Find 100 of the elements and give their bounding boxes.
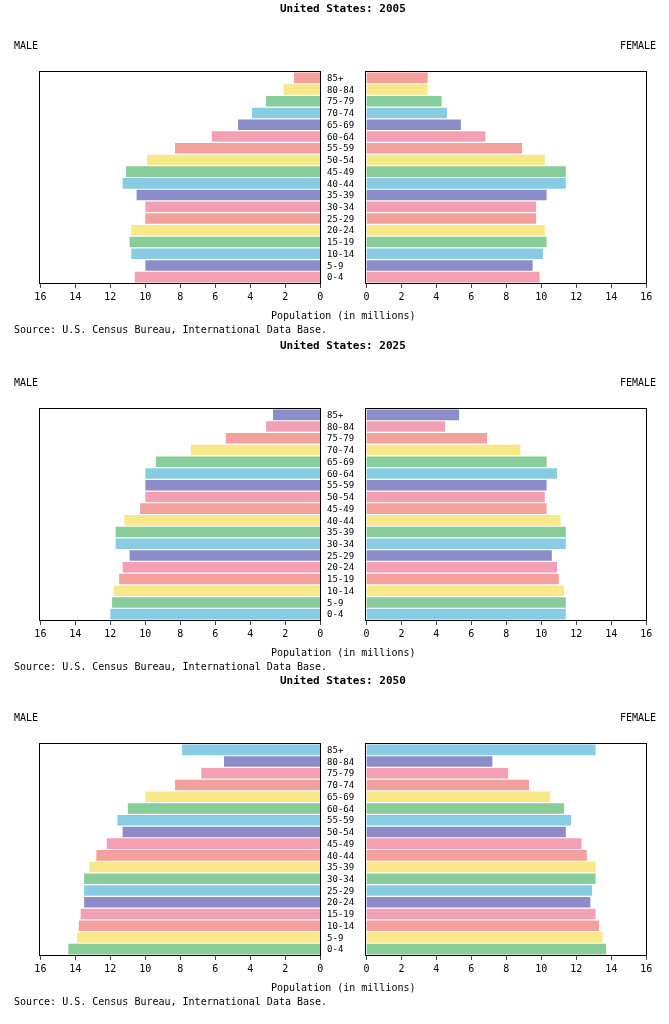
- bar: [252, 107, 321, 119]
- bar: [84, 885, 321, 896]
- bar: [175, 142, 321, 154]
- bar: [366, 84, 428, 95]
- bar: [366, 873, 596, 885]
- bar: [145, 479, 321, 491]
- x-tick-label: 4: [247, 291, 254, 302]
- x-tick-label: 12: [104, 963, 117, 974]
- y-tick-label: 60-64: [327, 468, 355, 479]
- y-tick-label: 80-84: [327, 84, 355, 95]
- bar: [366, 885, 593, 896]
- bar: [366, 433, 488, 444]
- x-tick-label: 6: [468, 291, 475, 302]
- y-tick-label: 35-39: [327, 190, 355, 201]
- bar: [283, 84, 321, 95]
- text: United States: 2025: [280, 339, 406, 352]
- bar: [366, 861, 596, 873]
- bar: [366, 271, 540, 283]
- y-tick-label: 55-59: [327, 480, 355, 491]
- y-tick-label: 70-74: [327, 780, 355, 791]
- bar: [366, 744, 596, 756]
- source-note: Source: U.S. Census Bureau, International Data Base.: [14, 996, 328, 1007]
- bar: [122, 826, 321, 838]
- bar: [129, 550, 321, 561]
- y-tick-label: 50-54: [327, 827, 355, 838]
- x-tick-label: 2: [282, 291, 289, 302]
- y-tick-label: 85+: [327, 410, 344, 421]
- bar: [115, 526, 321, 538]
- x-tick-label: 8: [503, 291, 510, 302]
- bar: [366, 213, 537, 224]
- y-tick-label: 45-49: [327, 166, 355, 177]
- bar: [294, 72, 321, 84]
- source-note: Source: U.S. Census Bureau, International Data Base.: [14, 661, 328, 672]
- bar: [131, 224, 321, 236]
- bar: [113, 585, 321, 596]
- y-tick-label: 15-19: [327, 574, 355, 585]
- bar: [145, 213, 321, 224]
- x-tick-label: 6: [212, 628, 219, 639]
- bar: [366, 142, 523, 154]
- x-tick-label: 2: [398, 628, 405, 639]
- x-tick-label: 12: [570, 628, 583, 639]
- x-tick-label: 14: [69, 291, 82, 302]
- x-tick-label: 16: [34, 628, 47, 639]
- bar: [366, 119, 461, 131]
- bar: [366, 814, 572, 826]
- bar: [145, 260, 321, 271]
- chart-subtitle: MALE: [14, 377, 39, 388]
- bar: [78, 920, 321, 931]
- bar: [126, 166, 321, 177]
- bar: [366, 943, 607, 955]
- x-tick-label: 12: [570, 291, 583, 302]
- y-tick-label: 65-69: [327, 791, 355, 802]
- y-tick-label: 30-34: [327, 873, 355, 884]
- x-tick-label: 4: [247, 963, 254, 974]
- bar: [80, 908, 321, 920]
- bar: [129, 236, 321, 248]
- y-tick-label: 15-19: [327, 909, 355, 920]
- bar: [124, 515, 321, 526]
- y-tick-label: 55-59: [327, 143, 355, 154]
- x-tick-label: 4: [247, 628, 254, 639]
- bar: [211, 131, 321, 142]
- x-tick-label: 12: [104, 291, 117, 302]
- bar: [366, 791, 551, 803]
- bar: [366, 826, 566, 838]
- bar: [366, 456, 547, 468]
- bar: [68, 943, 321, 955]
- x-tick-label: 2: [398, 291, 405, 302]
- x-tick-label: 0: [317, 628, 324, 639]
- x-tick-label: 14: [605, 628, 618, 639]
- bar: [122, 178, 321, 189]
- y-tick-label: 30-34: [327, 201, 355, 212]
- bar: [147, 154, 321, 166]
- y-tick-label: 80-84: [327, 756, 355, 767]
- bar: [117, 814, 321, 826]
- y-tick-label: 0-4: [327, 272, 344, 283]
- bar: [366, 201, 537, 213]
- x-tick-label: 10: [535, 628, 548, 639]
- bar: [175, 779, 321, 791]
- y-tick-label: 60-64: [327, 803, 355, 814]
- bar: [366, 920, 600, 931]
- chart-subtitle: FEMALE: [620, 40, 657, 51]
- y-tick-label: 10-14: [327, 585, 355, 596]
- bar: [140, 503, 321, 514]
- y-tick-label: 60-64: [327, 131, 355, 142]
- bar: [145, 491, 321, 503]
- x-tick-label: 0: [363, 963, 370, 974]
- y-tick-label: 75-79: [327, 96, 355, 107]
- bar: [366, 166, 566, 177]
- bar: [366, 896, 591, 908]
- bar: [366, 248, 544, 259]
- y-tick-label: 85+: [327, 73, 344, 84]
- bar: [366, 908, 596, 920]
- source-note: Source: U.S. Census Bureau, International Data Base.: [14, 324, 328, 335]
- y-tick-label: 20-24: [327, 562, 355, 573]
- bar: [84, 896, 321, 908]
- x-tick-label: 16: [34, 963, 47, 974]
- y-tick-label: 40-44: [327, 850, 355, 861]
- x-tick-label: 8: [503, 963, 510, 974]
- y-tick-label: 25-29: [327, 550, 355, 561]
- y-tick-label: 55-59: [327, 815, 355, 826]
